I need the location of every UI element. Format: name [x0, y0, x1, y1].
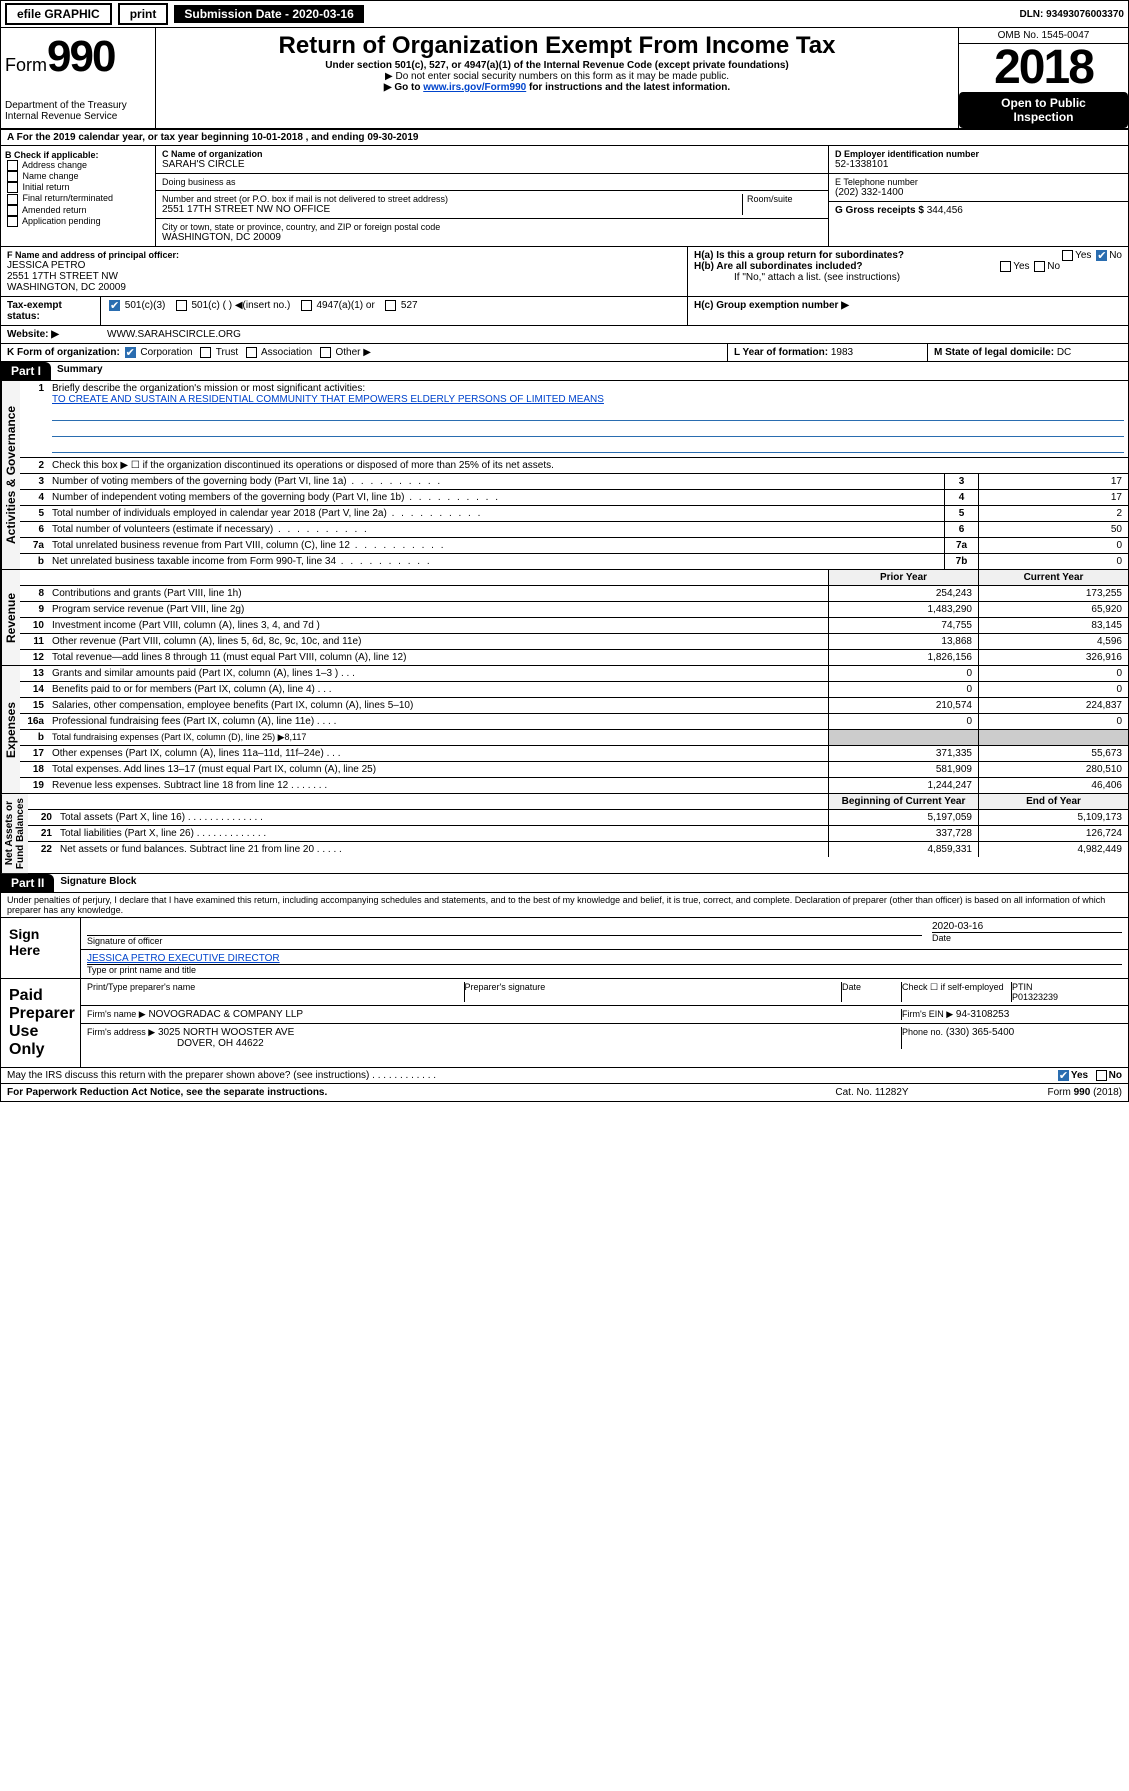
- irs-link[interactable]: www.irs.gov/Form990: [423, 82, 526, 93]
- dba-label: Doing business as: [156, 174, 828, 191]
- state-domicile: DC: [1057, 347, 1071, 358]
- box-g-label: G Gross receipts $: [835, 205, 927, 216]
- city-label: City or town, state or province, country…: [162, 222, 822, 232]
- form-ref: Form 990 (2018): [972, 1087, 1122, 1098]
- website-value: WWW.SARAHSCIRCLE.ORG: [101, 326, 1128, 343]
- table-row: 15Salaries, other compensation, employee…: [20, 698, 1128, 714]
- h-b-label: H(b) Are all subordinates included?: [694, 261, 863, 272]
- governance-side-label: Activities & Governance: [1, 381, 20, 569]
- room-suite-label: Room/suite: [742, 194, 822, 215]
- phone-value: (202) 332-1400: [835, 187, 1122, 198]
- tax-year: 2018: [959, 44, 1128, 92]
- dept-irs: Internal Revenue Service: [5, 111, 151, 122]
- part-1-header: Part I Summary: [0, 362, 1129, 381]
- form-title: Return of Organization Exempt From Incom…: [164, 32, 950, 60]
- table-row: 18Total expenses. Add lines 13–17 (must …: [20, 762, 1128, 778]
- table-row: 10Investment income (Part VIII, column (…: [20, 618, 1128, 634]
- line4-val: 17: [978, 490, 1128, 505]
- mission-text[interactable]: TO CREATE AND SUSTAIN A RESIDENTIAL COMM…: [52, 394, 604, 405]
- expenses-section: Expenses 13Grants and similar amounts pa…: [0, 666, 1129, 794]
- table-row: 21Total liabilities (Part X, line 26) . …: [28, 826, 1128, 842]
- tax-exempt-row: Tax-exempt status: 501(c)(3) 501(c) ( ) …: [0, 297, 1129, 326]
- identity-block: B Check if applicable: Address change Na…: [0, 146, 1129, 247]
- table-row: 16aProfessional fundraising fees (Part I…: [20, 714, 1128, 730]
- sign-here-block: Sign Here Signature of officer 2020-03-1…: [0, 918, 1129, 979]
- form-number: Form990: [5, 32, 151, 82]
- table-row: 13Grants and similar amounts paid (Part …: [20, 666, 1128, 682]
- officer-street: 2551 17TH STREET NW: [7, 271, 681, 282]
- line3-val: 17: [978, 474, 1128, 489]
- org-street: 2551 17TH STREET NW NO OFFICE: [162, 204, 742, 215]
- box-d-label: D Employer identification number: [835, 149, 1122, 159]
- sign-date: 2020-03-16: [932, 921, 1122, 932]
- line7a-val: 0: [978, 538, 1128, 553]
- officer-city: WASHINGTON, DC 20009: [7, 282, 681, 293]
- firm-addr2: DOVER, OH 44622: [87, 1038, 264, 1049]
- line5-val: 2: [978, 506, 1128, 521]
- firm-ein: 94-3108253: [956, 1009, 1009, 1020]
- year-formation: 1983: [831, 347, 853, 358]
- table-row: 9Program service revenue (Part VIII, lin…: [20, 602, 1128, 618]
- open-to-public-badge: Open to PublicInspection: [959, 92, 1128, 128]
- h-a-label: H(a) Is this a group return for subordin…: [694, 250, 904, 261]
- website-row: Website: ▶ WWW.SARAHSCIRCLE.ORG: [0, 326, 1129, 344]
- table-row: bTotal fundraising expenses (Part IX, co…: [20, 730, 1128, 746]
- line6-val: 50: [978, 522, 1128, 537]
- dept-treasury: Department of the Treasury: [5, 100, 151, 111]
- dln-label: DLN: 93493076003370: [1019, 9, 1124, 20]
- org-form-row: K Form of organization: Corporation Trus…: [0, 344, 1129, 362]
- line7b-val: 0: [978, 554, 1128, 569]
- box-b: B Check if applicable: Address change Na…: [1, 146, 156, 246]
- h-c-label: H(c) Group exemption number ▶: [694, 300, 849, 311]
- page-footer: For Paperwork Reduction Act Notice, see …: [0, 1084, 1129, 1102]
- revenue-section: Revenue Prior YearCurrent Year 8Contribu…: [0, 570, 1129, 666]
- org-name: SARAH'S CIRCLE: [162, 159, 822, 170]
- revenue-side-label: Revenue: [1, 570, 20, 665]
- table-row: 22Net assets or fund balances. Subtract …: [28, 842, 1128, 857]
- table-row: 12Total revenue—add lines 8 through 11 (…: [20, 650, 1128, 665]
- paid-preparer-block: Paid Preparer Use Only Print/Type prepar…: [0, 979, 1129, 1068]
- addr-label: Number and street (or P.O. box if mail i…: [162, 194, 742, 204]
- ein-value: 52-1338101: [835, 159, 1122, 170]
- table-row: 8Contributions and grants (Part VIII, li…: [20, 586, 1128, 602]
- table-row: 20Total assets (Part X, line 16) . . . .…: [28, 810, 1128, 826]
- form-subtitle-2: ▶ Do not enter social security numbers o…: [164, 71, 950, 82]
- discuss-row: May the IRS discuss this return with the…: [0, 1068, 1129, 1084]
- firm-phone: (330) 365-5400: [946, 1027, 1014, 1038]
- box-c-name-label: C Name of organization: [162, 149, 822, 159]
- table-row: 11Other revenue (Part VIII, column (A), …: [20, 634, 1128, 650]
- officer-signature-name[interactable]: JESSICA PETRO EXECUTIVE DIRECTOR: [87, 953, 280, 964]
- gross-receipts: 344,456: [927, 205, 963, 216]
- table-row: 19Revenue less expenses. Subtract line 1…: [20, 778, 1128, 793]
- h-b-note: If "No," attach a list. (see instruction…: [694, 272, 1122, 283]
- firm-addr1: 3025 NORTH WOOSTER AVE: [158, 1027, 294, 1038]
- box-e-label: E Telephone number: [835, 177, 1122, 187]
- form-subtitle-1: Under section 501(c), 527, or 4947(a)(1)…: [164, 60, 950, 71]
- officer-name: JESSICA PETRO: [7, 260, 681, 271]
- net-assets-side-label: Net Assets or Fund Balances: [1, 794, 28, 873]
- form-header: Form990 Department of the Treasury Inter…: [0, 28, 1129, 130]
- top-toolbar: efile GRAPHIC print Submission Date - 20…: [0, 0, 1129, 28]
- print-button[interactable]: print: [118, 3, 169, 25]
- perjury-statement: Under penalties of perjury, I declare th…: [0, 893, 1129, 918]
- net-assets-section: Net Assets or Fund Balances Beginning of…: [0, 794, 1129, 874]
- table-row: 14Benefits paid to or for members (Part …: [20, 682, 1128, 698]
- expenses-side-label: Expenses: [1, 666, 20, 793]
- box-f-label: F Name and address of principal officer:: [7, 250, 681, 260]
- table-row: 17Other expenses (Part IX, column (A), l…: [20, 746, 1128, 762]
- ptin-value: P01323239: [1012, 992, 1058, 1002]
- tax-period-row: A For the 2019 calendar year, or tax yea…: [0, 130, 1129, 146]
- efile-button[interactable]: efile GRAPHIC: [5, 3, 112, 25]
- officer-group-block: F Name and address of principal officer:…: [0, 247, 1129, 297]
- org-city: WASHINGTON, DC 20009: [162, 232, 822, 243]
- governance-section: Activities & Governance 1 Briefly descri…: [0, 381, 1129, 570]
- submission-date-badge: Submission Date - 2020-03-16: [174, 5, 363, 23]
- part-2-header: Part II Signature Block: [0, 874, 1129, 893]
- form-subtitle-3: ▶ Go to www.irs.gov/Form990 for instruct…: [164, 82, 950, 93]
- firm-name: NOVOGRADAC & COMPANY LLP: [148, 1009, 303, 1020]
